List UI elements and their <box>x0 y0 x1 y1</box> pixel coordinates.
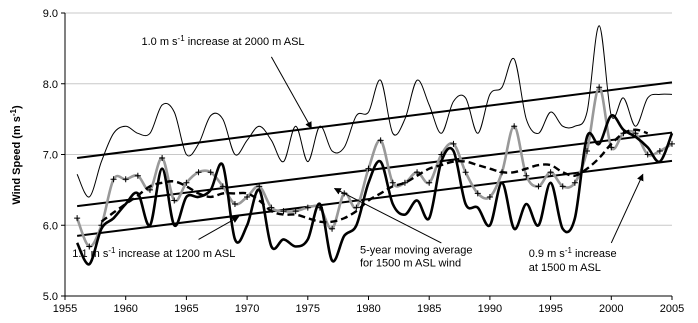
x-tick-label-1980: 1980 <box>356 303 380 315</box>
w1200-marker-1985 <box>426 179 433 186</box>
trend2000-line <box>77 81 673 160</box>
ann1500-annotation: 0.9 m s-1 increase at 1500 m ASL <box>529 173 644 274</box>
x-tick-label-1975: 1975 <box>296 303 320 315</box>
ann_ma-text-line1: 5-year moving average <box>360 245 473 257</box>
w1200-marker-1995 <box>547 169 554 176</box>
w1200-marker-1968 <box>219 183 226 190</box>
w1200-marker-1999 <box>596 84 603 91</box>
w1200-marker-1997 <box>571 179 578 186</box>
w1200-marker-1980 <box>365 165 372 172</box>
ann1500-arrow <box>610 173 644 244</box>
x-tick-label-2000: 2000 <box>599 303 623 315</box>
w1200-marker-1982 <box>389 179 396 186</box>
x-tick-label-1995: 1995 <box>538 303 562 315</box>
w1200-marker-1973 <box>280 208 287 215</box>
x-tick-label-1960: 1960 <box>113 303 137 315</box>
w1200-marker-1979 <box>353 204 360 211</box>
w1200-marker-1960 <box>122 176 129 183</box>
w1200-marker-2000 <box>608 144 615 151</box>
w1200-marker-1956 <box>74 215 81 222</box>
w1200-marker-1959 <box>110 176 117 183</box>
moving_avg-series-line <box>100 128 649 224</box>
x-tick-label-1970: 1970 <box>235 303 259 315</box>
w1200-marker-2004 <box>656 147 663 154</box>
ann1500-text-line2: at 1500 m ASL <box>529 262 601 274</box>
w1200-marker-1965 <box>183 179 190 186</box>
x-tick-label-1965: 1965 <box>174 303 198 315</box>
w1200-marker-1967 <box>207 169 214 176</box>
w1200-marker-1971 <box>256 183 263 190</box>
w1200-marker-1988 <box>462 169 469 176</box>
w1200-marker-1957 <box>86 243 93 250</box>
y-tick-label-7: 7.0 <box>43 150 58 162</box>
w1200-marker-1976 <box>316 204 323 211</box>
y-tick-label-5: 5.0 <box>43 291 58 303</box>
w1200-marker-1992 <box>511 123 518 130</box>
y-tick-label-6: 6.0 <box>43 220 58 232</box>
w1200-marker-1975 <box>304 204 311 211</box>
w1200-marker-1977 <box>329 225 336 232</box>
w1200-marker-2001 <box>620 130 627 137</box>
y-tick-label-9: 9.0 <box>43 8 58 20</box>
w1500-series-line <box>75 114 674 266</box>
w1200-marker-2003 <box>644 151 651 158</box>
w1200-marker-1966 <box>195 169 202 176</box>
ann_ma-arrow <box>333 188 442 244</box>
w1200-marker-2002 <box>632 130 639 137</box>
ann1200-annotation: 1.1 m s-1 increase at 1200 m ASL <box>72 216 240 260</box>
x-tick-label-1985: 1985 <box>417 303 441 315</box>
w1200-marker-1983 <box>401 179 408 186</box>
w1200-marker-1994 <box>535 183 542 190</box>
w1200-marker-1987 <box>450 140 457 147</box>
y-axis-label: Wind Speed (m s-1) <box>9 105 23 205</box>
w1200-marker-1963 <box>159 155 166 162</box>
w1200-marker-1974 <box>292 208 299 215</box>
x-tick-label-1955: 1955 <box>53 303 77 315</box>
w1200-marker-1969 <box>231 201 238 208</box>
w1200-marker-1990 <box>486 193 493 200</box>
ann2000-arrow <box>270 56 312 129</box>
ann1200-arrow <box>198 216 240 240</box>
y-tick-label-8: 8.0 <box>43 79 58 91</box>
w1200-marker-1996 <box>559 183 566 190</box>
data-series <box>75 25 674 266</box>
w1200-marker-1984 <box>414 169 421 176</box>
w1200-marker-1964 <box>171 197 178 204</box>
annotations: 1.0 m s-1 increase at 2000 m ASL 1.1 m s-… <box>72 34 644 274</box>
w1200-marker-1991 <box>499 169 506 176</box>
x-tick-label-2005: 2005 <box>660 303 684 315</box>
w1200-marker-1989 <box>474 190 481 197</box>
w1200-marker-2005 <box>669 140 675 147</box>
w1200-marker-1972 <box>268 204 275 211</box>
w2000-series-line <box>76 25 673 198</box>
w1200-marker-1986 <box>438 151 445 158</box>
ann2000-annotation: 1.0 m s-1 increase at 2000 m ASL <box>141 34 312 129</box>
ann1200-text: 1.1 m s-1 increase at 1200 m ASL <box>72 246 235 260</box>
tick-labels: 5.0 6.0 7.0 8.0 9.0 1955 1960 1965 1970 1975 1980 1… <box>43 8 685 315</box>
series-markers <box>74 84 675 250</box>
x-tick-label-1990: 1990 <box>478 303 502 315</box>
w1200-marker-1970 <box>244 193 251 200</box>
w1200-marker-1958 <box>98 222 105 229</box>
w1200-marker-1961 <box>134 172 141 179</box>
w1200-marker-1962 <box>146 186 153 193</box>
axes <box>61 12 673 300</box>
w1200-marker-1981 <box>377 137 384 144</box>
w1200-marker-1998 <box>584 147 591 154</box>
w1200-marker-1993 <box>523 172 530 179</box>
ann_ma-text-line2: for 1500 m ASL wind <box>360 258 461 270</box>
ann1500-text: 0.9 m s-1 increase <box>529 246 617 260</box>
ann2000-text: 1.0 m s-1 increase at 2000 m ASL <box>141 34 304 48</box>
